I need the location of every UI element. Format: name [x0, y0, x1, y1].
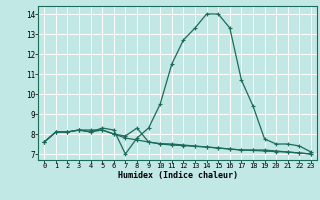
X-axis label: Humidex (Indice chaleur): Humidex (Indice chaleur) [118, 171, 238, 180]
